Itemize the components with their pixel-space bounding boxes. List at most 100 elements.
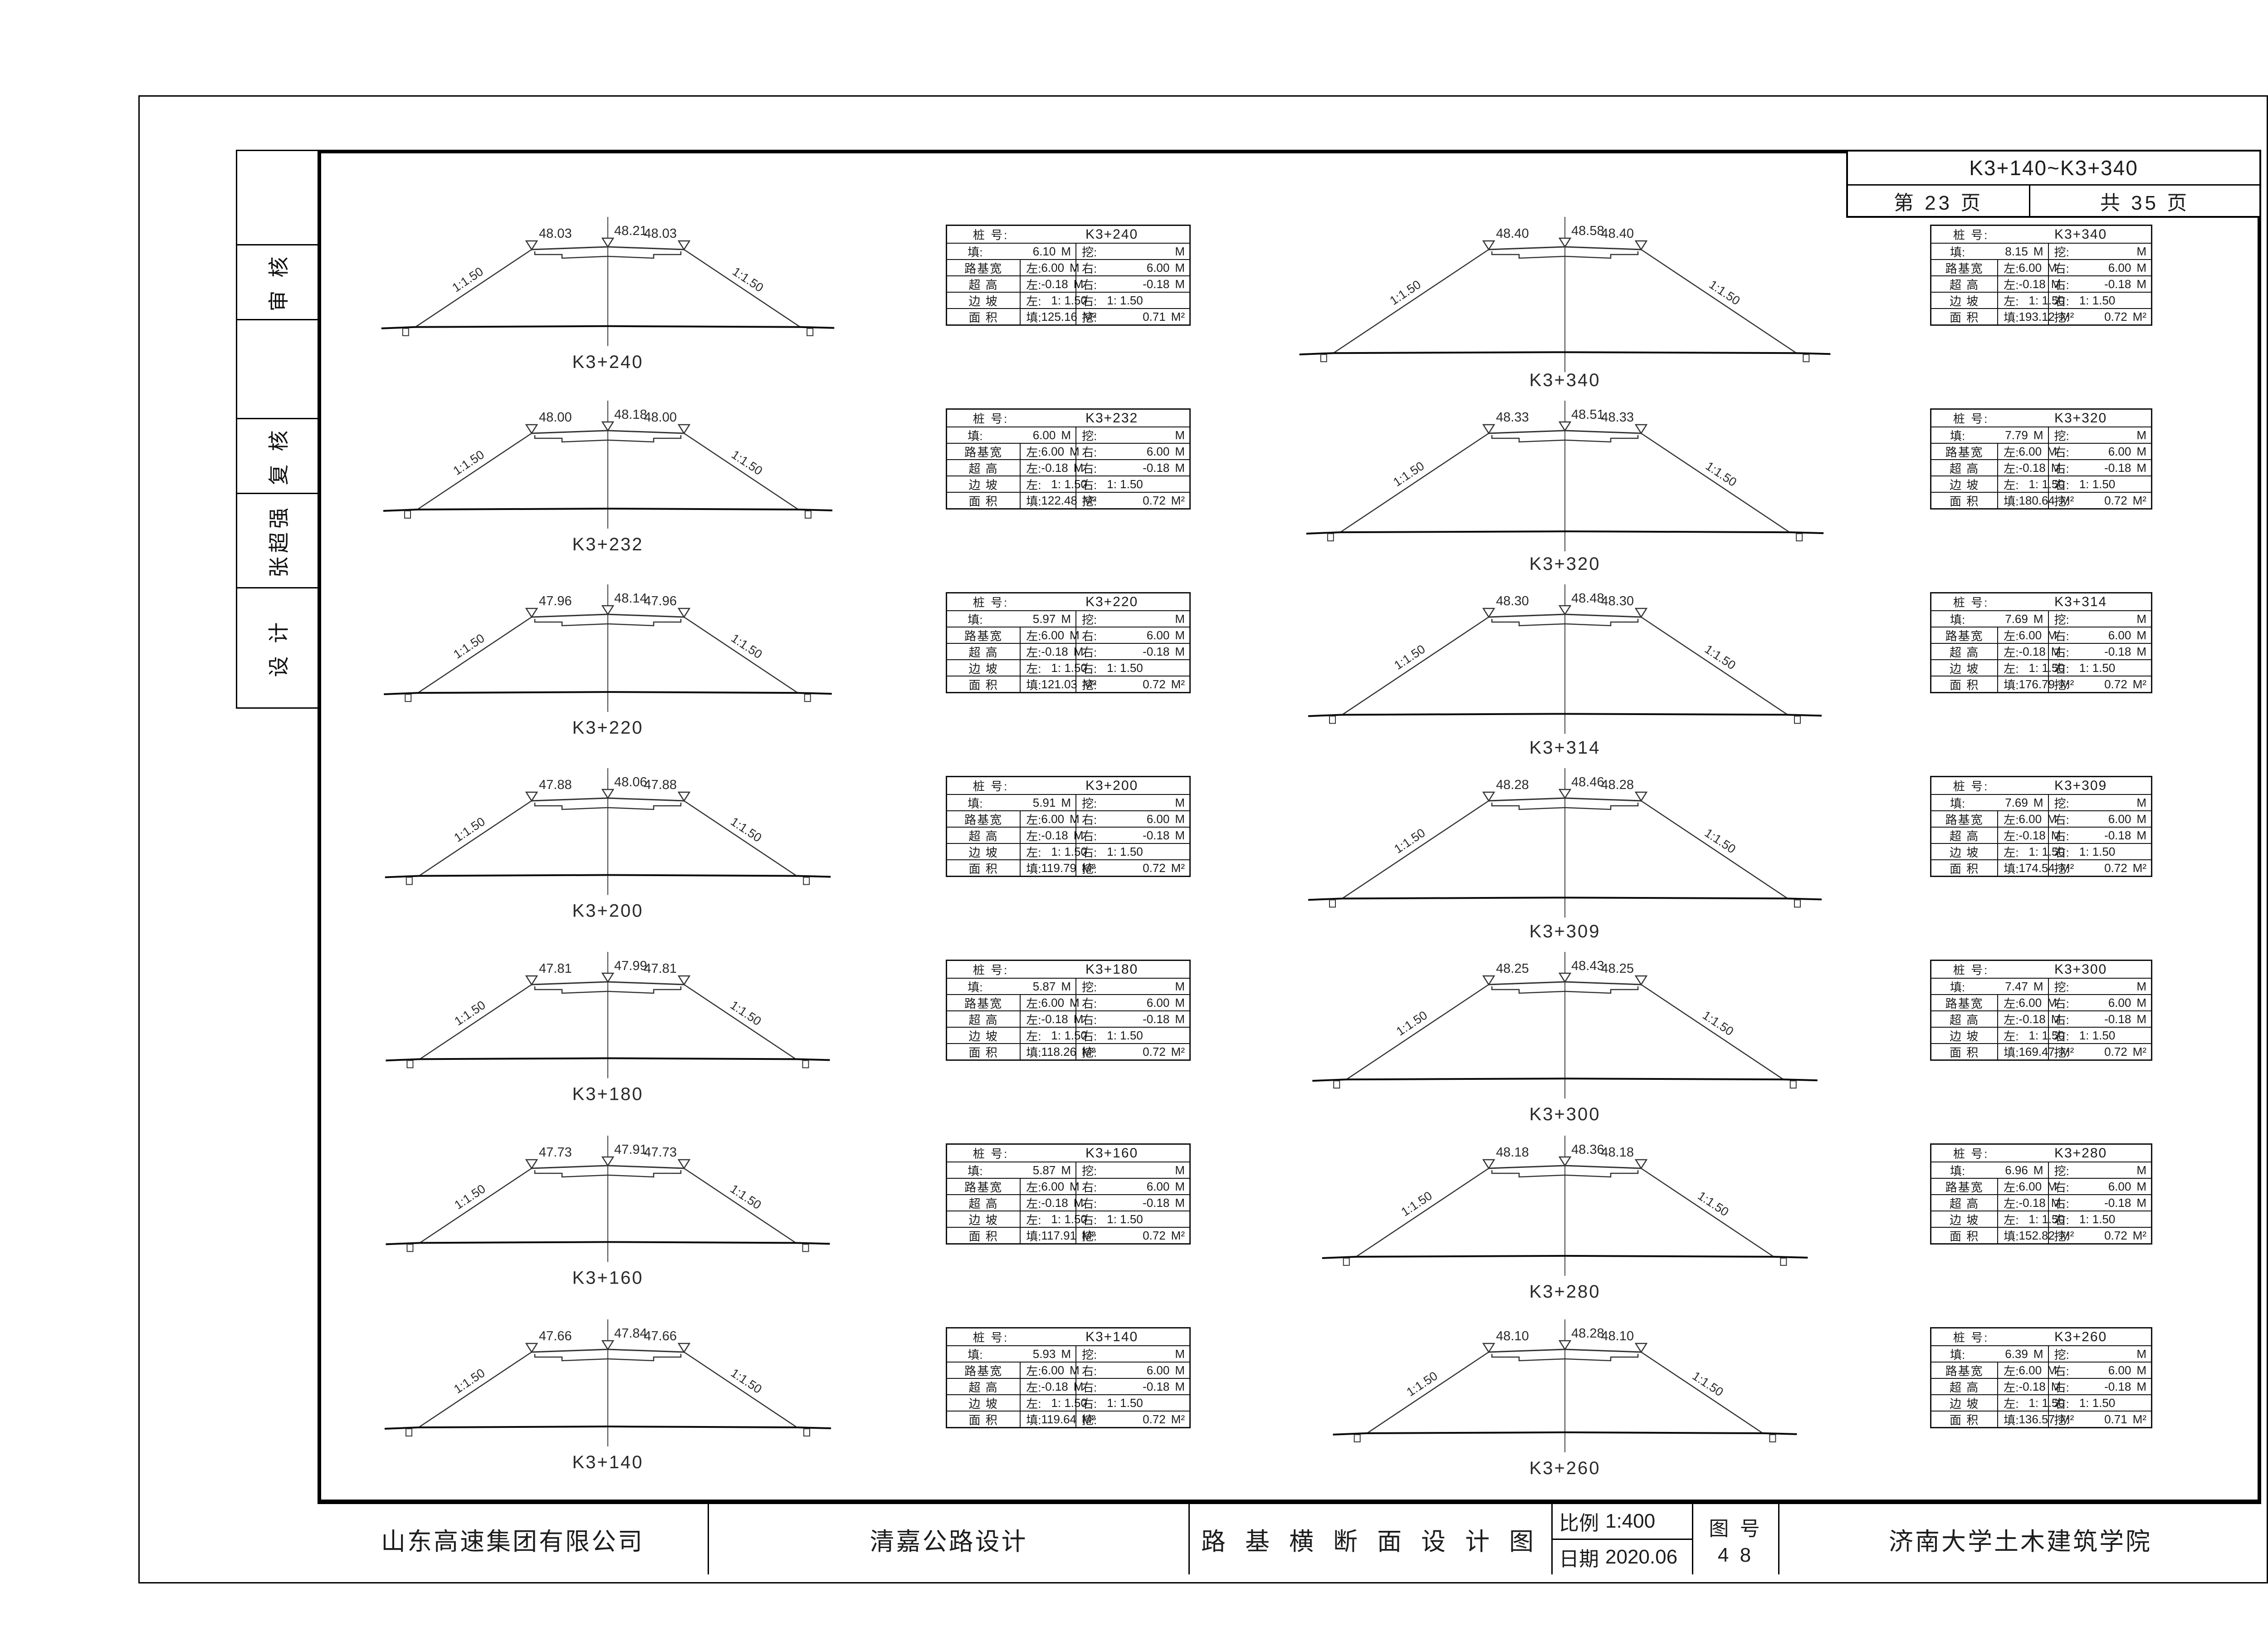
roadbed-width-right-value: 6.00 [1146, 260, 1170, 274]
slope-left-cell: 左: 1: 1.50 [1020, 660, 1087, 676]
fill-label: 填: [2004, 494, 2019, 508]
section-data-table: 桩 号: K3+320 填: 7.79 M 挖: M 路基宽 左: [1930, 408, 2152, 510]
area-cut-value: 0.72 [2104, 677, 2127, 691]
right-label: 右: [1082, 813, 1097, 827]
roadbed-width-right-value: 6.00 [1146, 628, 1170, 642]
left-label: 左: [2004, 445, 2019, 459]
unit-m: M [1070, 995, 1080, 1010]
table-row-station: 桩 号: K3+260 [1931, 1328, 2151, 1345]
unit-m2: M² [1171, 1228, 1185, 1242]
unit-m: M [1070, 1179, 1080, 1193]
left-label: 左: [1026, 996, 1041, 1010]
table-row-fill-cut: 填: 6.39 M 挖: M [1931, 1345, 2151, 1362]
right-toe-marker [1780, 1257, 1787, 1266]
unit-m2: M² [2060, 493, 2074, 507]
left-slope-annotation: 1:1.50 [1392, 826, 1427, 856]
unit-m2: M² [2132, 493, 2146, 507]
section-row: 48.30 48.48 48.30 1:1.50 1:1.50 K3+314 桩 号: K… [0, 574, 2268, 758]
unit-m2: M² [1082, 677, 1097, 691]
left-toe-marker [405, 694, 412, 702]
slope-right-cell: 右: 1: 1.50 [2048, 844, 2151, 859]
pavement-structure-outline [1491, 251, 1639, 259]
unit-m: M [1175, 979, 1185, 993]
right-slope-line [1641, 616, 1788, 716]
table-row-area: 面 积 填: 125.16 M² 挖: 0.71 M² [947, 308, 1189, 324]
roadbed-width-right-value: 6.00 [2108, 628, 2131, 642]
superelevation-label: 超 高 [968, 278, 998, 292]
unit-m: M [2136, 628, 2146, 642]
superelevation-label: 超 高 [968, 645, 998, 659]
slope-left-cell: 左: 1: 1.50 [1020, 1211, 1087, 1227]
unit-m: M [1061, 244, 1071, 258]
roadbed-width-label: 路基宽 [964, 261, 1003, 275]
fill-label: 填: [1950, 980, 1965, 994]
superelevation-right-value: -0.18 [2104, 277, 2131, 291]
table-row-roadbed-width: 路基宽 左: 6.00 M 右: 6.00 M [1931, 810, 2151, 827]
right-toe-marker [805, 510, 811, 519]
table-row-station: 桩 号: K3+309 [1931, 777, 2151, 794]
unit-m: M [1070, 1363, 1080, 1377]
station-value: K3+160 [1085, 1145, 1139, 1161]
slope-right-value: 1: 1.50 [1107, 1028, 1143, 1042]
area-cut-cell: 挖: 0.72 M² [2048, 493, 2151, 508]
unit-m: M [2051, 277, 2061, 291]
superelevation-right-value: -0.18 [2104, 828, 2131, 842]
cut-label: 挖: [2054, 862, 2069, 876]
slope-left-cell: 左: 1: 1.50 [1997, 476, 2065, 492]
right-slope-line [684, 432, 799, 510]
table-row-superelevation: 超 高 左: -0.18 M 右: -0.18 M [1931, 275, 2151, 292]
roadbed-width-left-value: 6.00 [2019, 995, 2042, 1010]
title-bar: 山东高速集团有限公司 清嘉公路设计 路 基 横 断 面 设 计 图 比例 1:4… [318, 1500, 2261, 1574]
left-label: 左: [2004, 461, 2019, 475]
cut-label: 挖: [2054, 1413, 2069, 1427]
left-label: 左: [2004, 629, 2019, 643]
unit-m2: M² [1171, 493, 1185, 507]
unit-m2: M² [1082, 493, 1097, 507]
right-label: 右: [2054, 1213, 2069, 1227]
table-row-fill-cut: 填: 6.00 M 挖: M [947, 426, 1189, 443]
roadbed-width-left-value: 6.00 [1041, 1363, 1065, 1377]
pavement-structure-outline [534, 1170, 682, 1178]
scale-label: 比例 [1559, 1512, 1599, 1534]
left-level-marker [525, 1343, 538, 1353]
left-label: 左: [1026, 478, 1041, 492]
left-slope-line [1342, 616, 1489, 716]
left-label: 左: [1026, 1364, 1041, 1378]
left-level-marker [1482, 975, 1496, 986]
table-row-fill-cut: 填: 5.91 M 挖: M [947, 794, 1189, 810]
left-toe-marker [406, 1244, 414, 1252]
unit-m: M [1175, 612, 1185, 626]
station-value: K3+340 [2054, 226, 2107, 242]
left-slope-line [1342, 800, 1489, 899]
elevation-right-label: 47.66 [644, 1329, 677, 1343]
area-fill-cell: 填: 118.26 M² [1020, 1044, 1095, 1059]
unit-m: M [1061, 1163, 1071, 1177]
superelevation-right-cell: 右: -0.18 M [2048, 460, 2151, 475]
center-level-marker [601, 972, 615, 983]
elevation-left-label: 48.10 [1496, 1329, 1529, 1343]
area-cut-cell: 挖: 0.72 M² [1075, 1044, 1189, 1059]
unit-m: M [2051, 1012, 2061, 1026]
left-label: 左: [1026, 1397, 1041, 1411]
station-label: 桩 号: [1953, 1331, 1989, 1344]
cut-label: 挖: [2054, 796, 2069, 810]
fill-label: 填: [1026, 678, 1041, 692]
unit-m: M [1175, 461, 1185, 475]
slope-right-value: 1: 1.50 [2079, 1028, 2116, 1042]
unit-m: M [2136, 1363, 2146, 1377]
fill-label: 填: [2004, 310, 2019, 324]
left-label: 左: [1026, 629, 1041, 643]
left-slope-line [1355, 1167, 1489, 1257]
area-fill-value: 119.64 [1041, 1412, 1077, 1426]
table-row-fill-cut: 填: 5.87 M 挖: M [947, 978, 1189, 994]
station-caption: K3+180 [572, 1084, 643, 1104]
unit-m: M [1070, 812, 1080, 826]
left-slope-line [417, 616, 532, 694]
cut-label: 挖: [1082, 1413, 1097, 1427]
ground-line [381, 325, 835, 329]
elevation-center-label: 48.21 [614, 224, 647, 238]
table-row-area: 面 积 填: 136.57 M² 挖: 0.71 M² [1931, 1411, 2151, 1427]
fill-label: 填: [968, 980, 983, 994]
table-row-superelevation: 超 高 左: -0.18 M 右: -0.18 M [947, 1010, 1189, 1027]
